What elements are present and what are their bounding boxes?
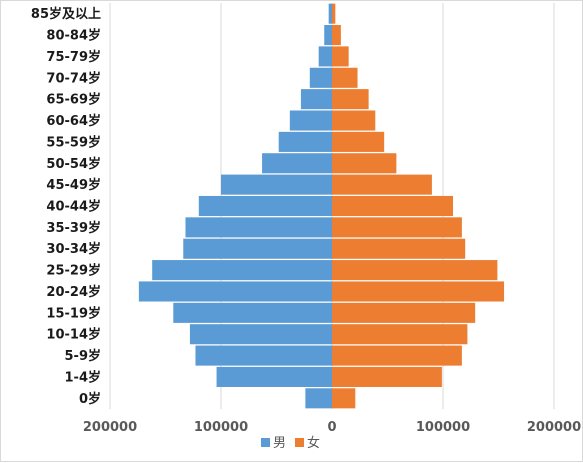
female-bar (332, 238, 466, 259)
male-bar (195, 345, 332, 366)
female-bar (332, 195, 453, 217)
male-bar (152, 260, 332, 281)
x-tick-label: 0 (327, 420, 336, 435)
x-tick-labels: 200000 100000 0 100000 200000 (83, 420, 581, 435)
male-bar (328, 3, 332, 24)
category-label: 40-44岁 (46, 199, 101, 215)
male-bar (185, 217, 332, 238)
male-bar (221, 174, 332, 195)
male-bar (216, 366, 332, 387)
female-bar (332, 3, 336, 24)
bars (138, 3, 505, 409)
legend-swatch (295, 438, 304, 447)
female-bar (332, 281, 505, 302)
x-tick-label: 200000 (83, 420, 137, 435)
male-bar (183, 238, 332, 259)
x-tick-label: 100000 (194, 420, 248, 435)
female-bar (332, 110, 376, 131)
male-bar (324, 25, 332, 46)
category-label: 5-9岁 (65, 348, 102, 364)
male-bar (198, 195, 332, 217)
category-label: 20-24岁 (46, 284, 101, 300)
category-label: 15-19岁 (46, 305, 101, 321)
category-label: 70-74岁 (46, 70, 101, 86)
female-bar (332, 324, 468, 345)
category-label: 80-84岁 (46, 28, 101, 44)
category-label: 75-79岁 (46, 49, 101, 65)
category-label: 1-4岁 (65, 369, 102, 385)
male-bar (262, 153, 332, 174)
male-bar (318, 46, 332, 67)
female-bar (332, 89, 369, 110)
female-bar (332, 345, 462, 366)
female-bar (332, 25, 341, 46)
male-bar (138, 281, 332, 302)
x-tick-label: 100000 (416, 420, 470, 435)
female-bar (332, 302, 476, 323)
category-label: 55-59岁 (46, 134, 101, 150)
category-label: 0岁 (79, 391, 101, 407)
category-labels: 85岁及以上 80-84岁 75-79岁 70-74岁 65-69岁 60-64岁 55-5… (31, 6, 101, 407)
female-bar (332, 153, 397, 174)
category-label: 35-39岁 (46, 220, 101, 236)
male-bar (305, 388, 332, 409)
category-label: 50-54岁 (46, 156, 101, 172)
female-bar (332, 260, 498, 281)
female-bar (332, 46, 349, 67)
female-bar (332, 67, 358, 88)
female-bar (332, 217, 462, 238)
category-label: 85岁及以上 (31, 6, 101, 22)
male-bar (289, 110, 332, 131)
category-label: 30-34岁 (46, 241, 101, 257)
female-bar (332, 131, 385, 152)
category-label: 60-64岁 (46, 113, 101, 129)
legend-label: 女 (307, 435, 320, 451)
male-bar (189, 324, 332, 345)
male-bar (173, 302, 332, 323)
legend: 男女 (261, 435, 320, 451)
category-label: 65-69岁 (46, 92, 101, 108)
male-bar (278, 131, 332, 152)
category-label: 10-14岁 (46, 327, 101, 343)
legend-swatch (261, 438, 270, 447)
category-label: 25-29岁 (46, 263, 101, 279)
male-bar (300, 89, 332, 110)
female-bar (332, 388, 356, 409)
male-bar (309, 67, 332, 88)
legend-label: 男 (273, 436, 286, 451)
female-bar (332, 174, 432, 195)
category-label: 45-49岁 (46, 177, 101, 193)
x-tick-label: 200000 (527, 420, 581, 435)
female-bar (332, 366, 442, 387)
